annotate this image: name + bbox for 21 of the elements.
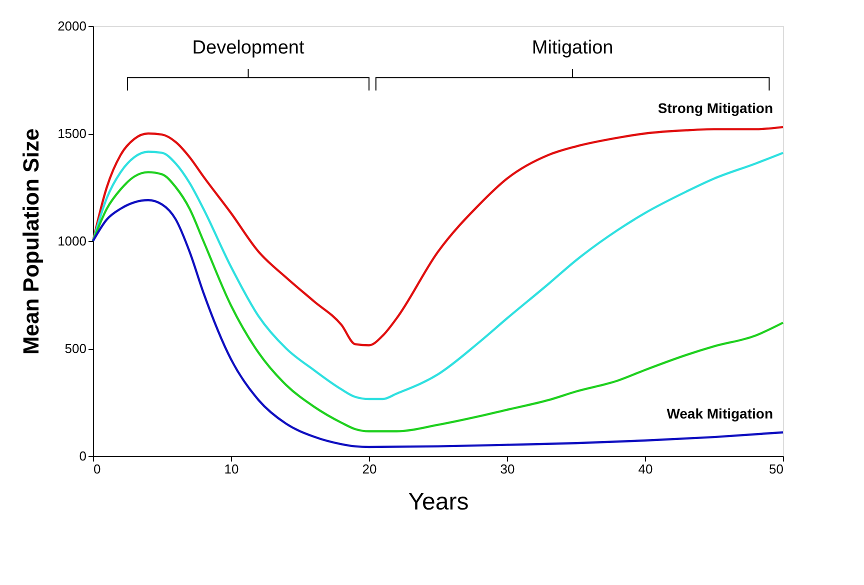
y-tick-label: 1500: [58, 126, 86, 141]
y-tick-label: 0: [79, 448, 86, 464]
line-series: [92, 199, 784, 448]
x-tick-label: 0: [94, 462, 101, 476]
y-axis-title: Mean Population Size: [18, 128, 44, 355]
y-tick-label: 2000: [58, 18, 86, 34]
y-tick-label: 500: [64, 341, 86, 356]
x-tick-label: 20: [362, 462, 377, 476]
series-label: Weak Mitigation: [666, 405, 773, 422]
annotation: Mitigation: [532, 38, 614, 58]
annotation: Development: [192, 38, 305, 58]
x-tick-label: 40: [638, 462, 653, 476]
x-tick-label: 50: [769, 462, 784, 476]
x-tick-label: 30: [500, 462, 515, 476]
line-series: [92, 126, 784, 346]
y-tick-label: 1000: [58, 234, 86, 248]
x-axis-title: Years: [408, 488, 469, 516]
line-series: [92, 171, 784, 432]
series-label: Strong Mitigation: [658, 100, 773, 116]
line-series: [92, 150, 784, 400]
x-tick-label: 10: [224, 462, 239, 476]
